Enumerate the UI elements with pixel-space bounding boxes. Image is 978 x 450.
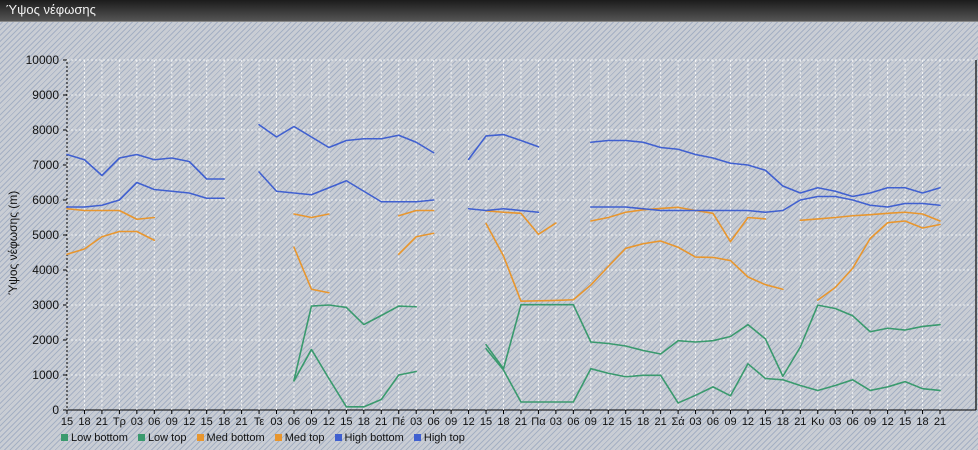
svg-text:15: 15 [340,416,352,428]
svg-text:18: 18 [777,416,789,428]
svg-text:9000: 9000 [32,88,59,102]
svg-text:15: 15 [61,416,73,428]
svg-text:12: 12 [462,416,474,428]
svg-text:7000: 7000 [32,158,59,172]
svg-text:Σά: Σά [672,416,686,428]
svg-text:8000: 8000 [32,123,59,137]
svg-text:15: 15 [899,416,911,428]
svg-text:09: 09 [864,416,876,428]
svg-text:10000: 10000 [26,53,60,67]
svg-text:15: 15 [201,416,213,428]
svg-text:18: 18 [497,416,509,428]
svg-text:21: 21 [655,416,667,428]
svg-text:12: 12 [183,416,195,428]
svg-text:09: 09 [445,416,457,428]
svg-text:06: 06 [428,416,440,428]
svg-text:21: 21 [235,416,247,428]
svg-text:5000: 5000 [32,228,59,242]
svg-text:03: 03 [131,416,143,428]
svg-text:Κυ: Κυ [811,416,824,428]
svg-text:1000: 1000 [32,368,59,382]
svg-text:12: 12 [323,416,335,428]
svg-text:Πέ: Πέ [392,416,405,428]
svg-text:03: 03 [829,416,841,428]
svg-text:21: 21 [375,416,387,428]
svg-text:18: 18 [358,416,370,428]
svg-text:06: 06 [847,416,859,428]
svg-text:15: 15 [759,416,771,428]
svg-text:09: 09 [166,416,178,428]
svg-text:18: 18 [637,416,649,428]
svg-text:12: 12 [881,416,893,428]
svg-text:15: 15 [620,416,632,428]
svg-text:21: 21 [515,416,527,428]
svg-text:03: 03 [270,416,282,428]
svg-text:18: 18 [916,416,928,428]
svg-text:03: 03 [689,416,701,428]
svg-text:18: 18 [218,416,230,428]
svg-text:06: 06 [148,416,160,428]
svg-text:03: 03 [550,416,562,428]
svg-text:09: 09 [305,416,317,428]
svg-text:6000: 6000 [32,193,59,207]
svg-text:15: 15 [480,416,492,428]
svg-text:03: 03 [410,416,422,428]
svg-text:Τε: Τε [254,416,265,428]
svg-text:Πα: Πα [531,416,546,428]
svg-text:12: 12 [742,416,754,428]
svg-text:18: 18 [78,416,90,428]
svg-text:3000: 3000 [32,298,59,312]
svg-text:2000: 2000 [32,333,59,347]
svg-text:06: 06 [288,416,300,428]
svg-text:06: 06 [567,416,579,428]
svg-text:21: 21 [934,416,946,428]
svg-text:12: 12 [602,416,614,428]
svg-text:09: 09 [585,416,597,428]
svg-text:09: 09 [724,416,736,428]
svg-text:21: 21 [794,416,806,428]
svg-text:Τρ: Τρ [113,416,126,428]
svg-text:21: 21 [96,416,108,428]
svg-text:06: 06 [707,416,719,428]
svg-text:0: 0 [52,403,59,417]
svg-text:4000: 4000 [32,263,59,277]
